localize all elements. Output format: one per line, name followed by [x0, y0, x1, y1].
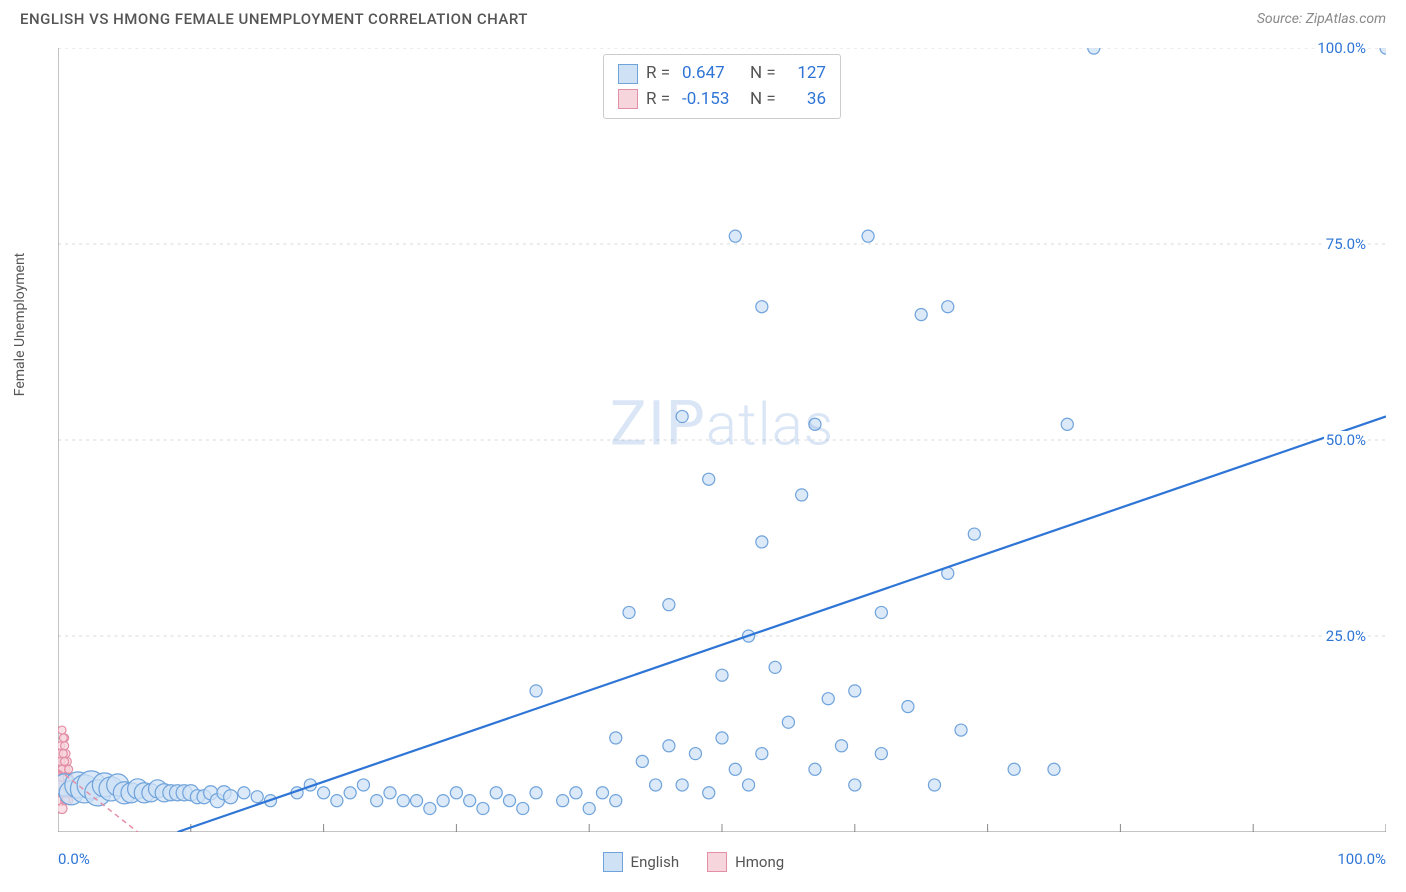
plot-area: ZIPatlas R = 0.647 N = 127 R = -0.153 N …	[58, 48, 1386, 832]
stats-r-label: R =	[646, 61, 674, 87]
y-tick-label: 75.0%	[1324, 235, 1368, 253]
y-tick-label: 25.0%	[1324, 627, 1368, 645]
source-attribution: Source: ZipAtlas.com	[1257, 11, 1386, 27]
legend-label: Hmong	[735, 853, 784, 871]
legend-item: Hmong	[707, 852, 784, 872]
x-axis-max-label: 100.0%	[1337, 850, 1386, 868]
series-legend: English Hmong	[603, 852, 785, 872]
chart-title: ENGLISH VS HMONG FEMALE UNEMPLOYMENT COR…	[20, 10, 528, 28]
y-axis-label: Female Unemployment	[12, 253, 28, 397]
stats-n-label: N =	[750, 61, 778, 87]
correlation-stats-box: R = 0.647 N = 127 R = -0.153 N = 36	[603, 54, 841, 119]
stats-n-value: 127	[786, 61, 826, 87]
chart-header: ENGLISH VS HMONG FEMALE UNEMPLOYMENT COR…	[0, 0, 1406, 36]
legend-item: English	[603, 852, 680, 872]
stats-swatch	[618, 64, 638, 84]
stats-r-label: R =	[646, 87, 674, 113]
stats-n-value: 36	[786, 87, 826, 113]
stats-row: R = 0.647 N = 127	[618, 61, 826, 87]
stats-swatch	[618, 89, 638, 109]
y-tick-label: 100.0%	[1315, 39, 1368, 57]
legend-swatch	[603, 852, 623, 872]
x-axis-min-label: 0.0%	[58, 850, 90, 868]
legend-swatch	[707, 852, 727, 872]
chart-container: Female Unemployment ZIPatlas R = 0.647 N…	[28, 48, 1396, 872]
stats-r-value: 0.647	[682, 61, 742, 87]
stats-r-value: -0.153	[682, 87, 742, 113]
stats-n-label: N =	[750, 87, 778, 113]
legend-label: English	[631, 853, 680, 871]
y-tick-label: 50.0%	[1324, 431, 1368, 449]
scatter-svg	[58, 48, 1386, 832]
stats-row: R = -0.153 N = 36	[618, 87, 826, 113]
